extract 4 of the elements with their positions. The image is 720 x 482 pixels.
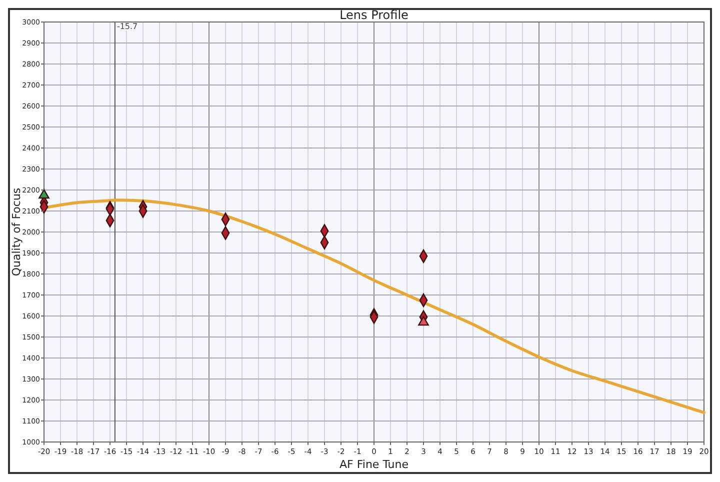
ref-line-label: -15.7	[116, 22, 138, 31]
y-axis-title: Quality of Focus	[10, 188, 23, 276]
x-axis-title: AF Fine Tune	[340, 458, 409, 471]
chart-title: Lens Profile	[340, 8, 408, 22]
